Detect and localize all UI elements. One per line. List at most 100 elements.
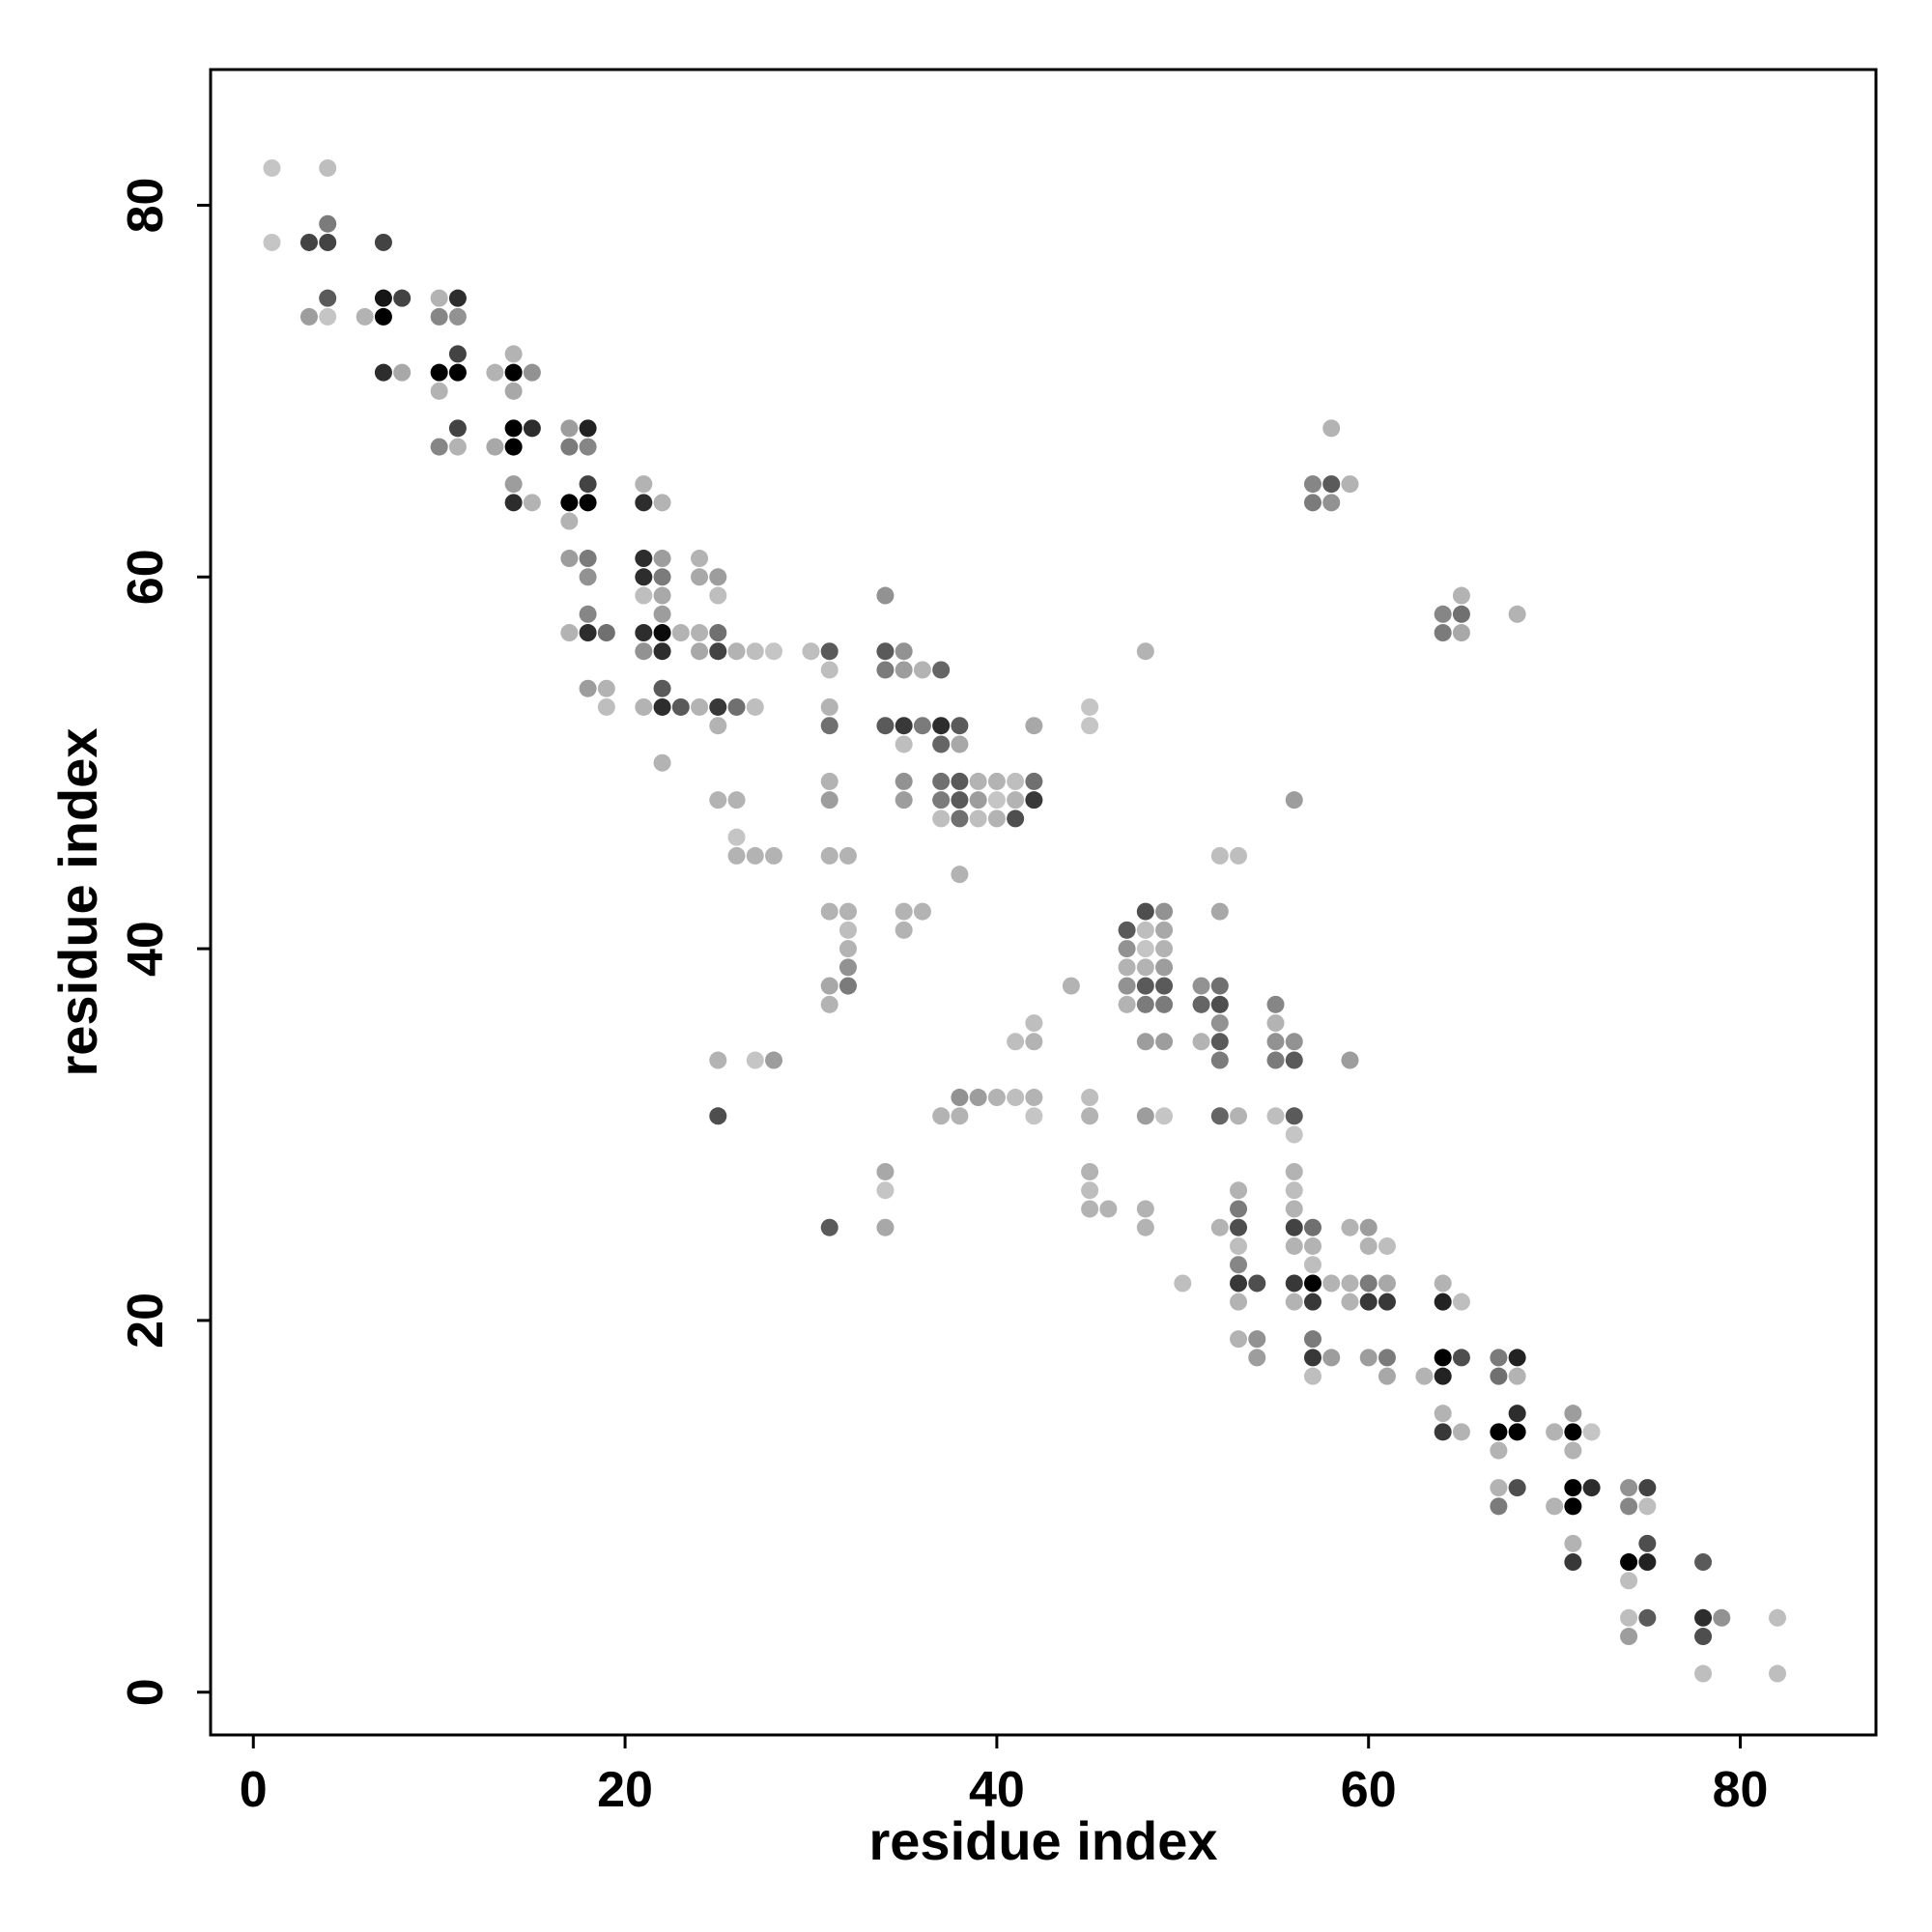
data-point — [374, 233, 392, 251]
data-point — [1155, 977, 1174, 995]
data-point — [1490, 1367, 1508, 1385]
data-point — [579, 605, 597, 623]
data-point — [1490, 1441, 1508, 1460]
data-point — [1248, 1330, 1266, 1349]
data-point — [1303, 1274, 1321, 1293]
data-point — [1230, 1200, 1248, 1218]
data-point — [653, 605, 671, 623]
x-tick-label: 80 — [1713, 1762, 1769, 1818]
data-point — [1025, 772, 1043, 790]
data-point — [1359, 1218, 1378, 1236]
data-point — [1452, 1423, 1470, 1441]
data-point — [895, 735, 913, 753]
data-point — [1359, 1293, 1378, 1311]
data-point — [1210, 1033, 1229, 1051]
data-point — [1025, 1033, 1043, 1051]
data-point — [1415, 1367, 1434, 1385]
data-point — [504, 363, 523, 382]
data-point — [1359, 1349, 1378, 1367]
data-point — [1174, 1274, 1192, 1293]
data-point — [1620, 1572, 1638, 1590]
data-point — [1210, 1014, 1229, 1033]
data-point — [1303, 1349, 1321, 1367]
data-point — [635, 494, 653, 512]
data-point — [1025, 717, 1043, 735]
data-point — [1118, 958, 1136, 977]
data-point — [504, 475, 523, 494]
data-point — [263, 158, 281, 177]
data-point — [838, 958, 857, 977]
data-point — [1285, 1107, 1303, 1125]
data-point — [1155, 902, 1174, 921]
data-point — [1062, 977, 1080, 995]
data-point — [765, 1051, 783, 1069]
x-axis-title: residue index — [868, 1810, 1217, 1871]
data-point — [727, 791, 746, 810]
y-axis-title: residue index — [47, 727, 108, 1076]
data-point — [1303, 1330, 1321, 1349]
data-point — [765, 846, 783, 865]
data-point — [709, 568, 727, 586]
data-point — [671, 624, 690, 642]
data-point — [1434, 1405, 1452, 1423]
data-point — [1564, 1423, 1582, 1441]
data-point — [653, 568, 671, 586]
data-point — [1155, 1033, 1174, 1051]
data-point — [523, 363, 541, 382]
data-point — [635, 568, 653, 586]
data-point — [671, 697, 690, 716]
data-point — [691, 642, 709, 661]
data-point — [1007, 1089, 1025, 1107]
data-point — [1359, 1236, 1378, 1255]
data-point — [876, 717, 895, 735]
data-point — [1508, 1405, 1526, 1423]
data-point — [876, 1181, 895, 1200]
data-point — [727, 642, 746, 661]
data-point — [1303, 1367, 1321, 1385]
data-point — [1508, 1349, 1526, 1367]
data-point — [1285, 1218, 1303, 1236]
data-point — [1285, 1236, 1303, 1255]
data-point — [1694, 1608, 1713, 1627]
data-point — [1322, 1274, 1341, 1293]
data-point — [448, 438, 467, 456]
data-point — [1322, 494, 1341, 512]
data-point — [1638, 1553, 1657, 1572]
data-point — [1230, 1218, 1248, 1236]
data-point — [560, 419, 579, 438]
data-point — [1136, 1218, 1154, 1236]
data-point — [430, 363, 448, 382]
data-point — [987, 791, 1006, 810]
data-point — [523, 494, 541, 512]
data-point — [1210, 995, 1229, 1013]
data-point — [895, 921, 913, 939]
data-point — [1508, 1479, 1526, 1497]
data-point — [319, 158, 337, 177]
data-point — [932, 717, 951, 735]
data-point — [1081, 697, 1099, 716]
data-point — [709, 642, 727, 661]
data-point — [820, 791, 838, 810]
data-point — [597, 679, 615, 697]
data-point — [1136, 995, 1154, 1013]
data-point — [932, 661, 951, 679]
data-point — [1564, 1553, 1582, 1572]
data-point — [579, 568, 597, 586]
data-point — [951, 810, 969, 828]
y-tick-label: 40 — [118, 921, 174, 977]
data-point — [1266, 1107, 1285, 1125]
data-point — [560, 438, 579, 456]
data-point — [1155, 1107, 1174, 1125]
data-point — [1564, 1534, 1582, 1552]
data-point — [987, 810, 1006, 828]
data-point — [987, 772, 1006, 790]
data-point — [838, 977, 857, 995]
data-point — [1248, 1274, 1266, 1293]
data-point — [1025, 791, 1043, 810]
data-point — [895, 772, 913, 790]
data-point — [635, 550, 653, 568]
data-point — [1155, 958, 1174, 977]
data-point — [1341, 475, 1359, 494]
data-point — [1303, 1236, 1321, 1255]
